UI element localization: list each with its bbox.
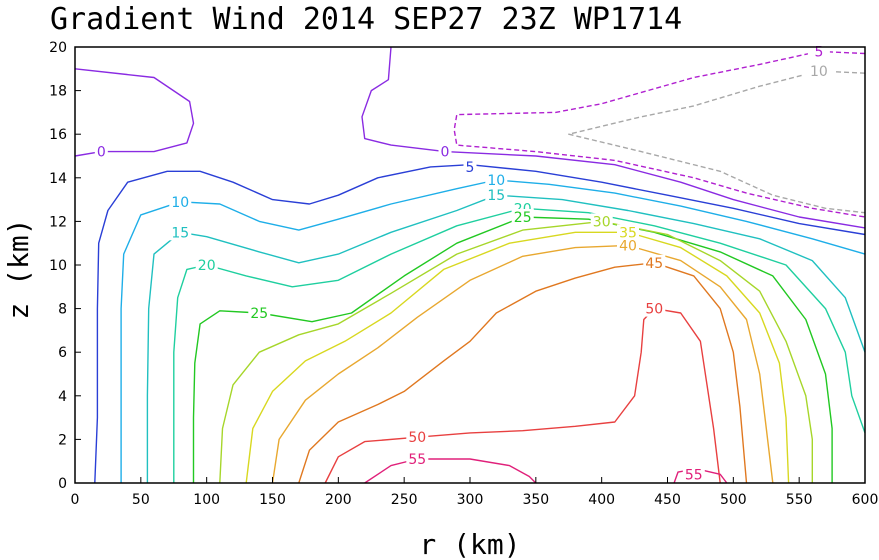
y-tick-label: 10	[49, 258, 67, 274]
contour-label-10: 10	[171, 195, 189, 211]
contour-label-50: 50	[645, 302, 663, 318]
y-tick-label: 0	[58, 476, 67, 492]
contour-line-20-0	[173, 207, 866, 483]
contour-label-bg	[248, 305, 271, 321]
y-axis-label: z (km)	[2, 218, 35, 319]
contour-label-10: 10	[487, 173, 505, 189]
y-tick-label: 6	[58, 345, 67, 361]
contour-line-0-1	[361, 46, 866, 229]
x-tick-label: 50	[132, 492, 150, 508]
contour-line-5-0	[94, 164, 866, 484]
x-axis-label: r (km)	[419, 528, 520, 560]
contour-label-30: 30	[593, 214, 611, 230]
y-tick-label: 18	[49, 84, 67, 100]
contour-label-bg	[485, 172, 508, 188]
contour-line--5-0	[453, 50, 866, 218]
plot-area: 00510101515202025253035404550505555510	[74, 43, 866, 484]
contour-line-55-0	[364, 458, 537, 484]
contour-label-25: 25	[250, 306, 268, 322]
contour-label-45: 45	[645, 256, 663, 272]
y-tick-label: 12	[49, 214, 67, 230]
x-tick-label: 100	[193, 492, 220, 508]
contour-label-bg	[438, 143, 452, 160]
contour-line-45-0	[298, 262, 748, 484]
contour-line-10-0	[120, 179, 866, 483]
contour-label-50: 50	[408, 430, 426, 446]
contour-label-bg	[169, 224, 192, 241]
contour-label-bg	[803, 63, 835, 79]
x-tick-label: 300	[457, 492, 484, 508]
contour-label-bg	[511, 209, 534, 225]
contour-label-40: 40	[619, 238, 637, 254]
contour-label-bg	[643, 300, 666, 317]
contour-label-15: 15	[171, 225, 189, 241]
contour-label-bg	[406, 429, 429, 446]
contour-label-bg	[195, 257, 218, 273]
contour-label-25: 25	[514, 210, 532, 226]
contour-label-bg	[485, 187, 508, 204]
x-axis-ticks: 0 50 100 150 200 250 300 350 400 450 500 550 600	[71, 477, 879, 508]
x-tick-label: 600	[852, 492, 879, 508]
x-tick-label: 350	[522, 492, 549, 508]
y-tick-label: 4	[58, 389, 67, 405]
y-axis-ticks: 0 2 4 6 8 10 12 14 16 18 20	[49, 40, 81, 492]
contour-label-20: 20	[198, 258, 216, 274]
contour-label-5: 5	[466, 160, 475, 176]
contour-label-bg	[463, 158, 477, 175]
contour-label-bg	[617, 237, 639, 254]
y-tick-label: 20	[49, 40, 67, 56]
contour-label-bg	[682, 466, 705, 483]
contour-line-50-0	[324, 307, 721, 484]
contour-line-35-0	[245, 231, 790, 484]
contour-label-35: 35	[619, 225, 637, 241]
contour-label-0: 0	[97, 145, 106, 161]
contour-label-bg	[590, 213, 613, 230]
y-tick-label: 8	[58, 302, 67, 318]
chart-title: Gradient Wind 2014 SEP27 23Z WP1714	[50, 2, 682, 37]
x-tick-label: 200	[325, 492, 352, 508]
contour-line-30-0	[219, 220, 813, 484]
contour-label-bg	[94, 143, 108, 160]
contour-label-bg	[617, 224, 639, 241]
contour-label-0: 0	[441, 145, 450, 161]
y-tick-label: 16	[49, 127, 67, 143]
y-tick-label: 14	[49, 171, 67, 187]
contour-line-40-0	[271, 244, 774, 484]
contour-line-0-0	[74, 68, 195, 157]
y-tick-label: 2	[58, 432, 67, 448]
contour-line-15-0	[146, 194, 866, 483]
x-tick-label: 0	[71, 492, 80, 508]
x-tick-label: 500	[720, 492, 747, 508]
contour-label-bg	[169, 193, 192, 210]
x-tick-label: 400	[588, 492, 615, 508]
x-tick-label: 250	[391, 492, 418, 508]
contour-line-25-0	[192, 216, 833, 483]
contour-label--5: 5	[814, 44, 823, 60]
contour-label-bg	[643, 254, 666, 271]
x-tick-label: 450	[654, 492, 681, 508]
contour-label-55: 55	[685, 467, 703, 483]
x-tick-label: 550	[786, 492, 813, 508]
contour-label-55: 55	[408, 452, 426, 468]
contour-label-15: 15	[487, 188, 505, 204]
contour-label--10: 10	[810, 64, 828, 80]
contour-label-bg	[406, 451, 429, 467]
contour-line--10-0	[568, 70, 866, 214]
x-tick-label: 150	[259, 492, 286, 508]
